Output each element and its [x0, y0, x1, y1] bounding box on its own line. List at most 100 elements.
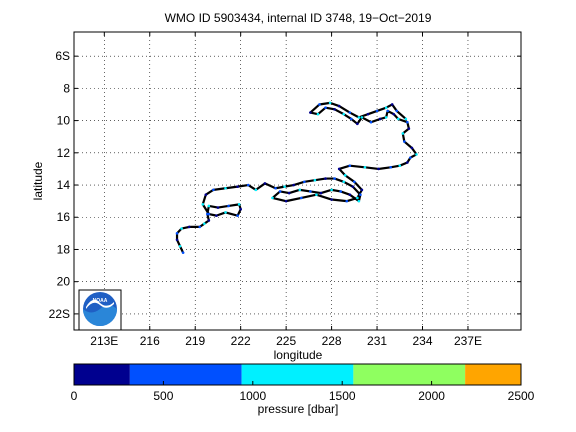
track-point — [204, 193, 208, 196]
track-point — [198, 225, 202, 229]
track-point — [237, 203, 241, 206]
x-tick-label: 237E — [454, 334, 482, 348]
plot-area: 213E 216 219 222 225 228 231 234 237E 6S 8 10 12 14 1… — [49, 31, 522, 348]
track-point — [180, 227, 183, 230]
track-point — [263, 182, 267, 185]
track-point — [360, 116, 364, 119]
track-point — [404, 117, 408, 121]
colorbar-bin — [129, 364, 242, 385]
track-point — [324, 177, 327, 180]
x-axis-label: longitude — [274, 348, 323, 362]
track-point — [319, 191, 323, 195]
track-point — [318, 103, 321, 106]
track-point — [384, 106, 388, 110]
track-point — [384, 116, 388, 119]
track-point — [175, 232, 179, 235]
track-point — [415, 153, 418, 156]
track-point — [254, 188, 258, 192]
plot-frame — [73, 31, 522, 331]
y-tick-label: 18 — [57, 242, 71, 256]
colorbar-bin — [465, 364, 521, 385]
track-point — [360, 188, 364, 192]
colorbar-tick-label: 2500 — [508, 389, 535, 403]
track-point — [216, 206, 220, 209]
track-point — [366, 112, 370, 116]
x-tick-label: 228 — [322, 334, 342, 348]
track-point — [236, 214, 239, 217]
y-tick-label: 22S — [49, 307, 70, 321]
track-point — [278, 190, 282, 193]
track-point — [357, 116, 361, 119]
track-point — [292, 183, 296, 187]
track-point — [271, 196, 274, 200]
track-point — [410, 146, 414, 150]
track-point — [299, 196, 303, 200]
y-axis-label: latitude — [31, 161, 45, 200]
track-point — [409, 156, 412, 159]
track-point — [287, 191, 291, 195]
colorbar-bin — [241, 364, 354, 385]
track-point — [339, 190, 342, 193]
track-point — [324, 106, 327, 110]
y-tick-label: 8 — [63, 81, 70, 95]
track-point — [396, 117, 400, 121]
colorbar-tick-label: 0 — [71, 389, 78, 403]
x-ticks: 213E 216 219 222 225 228 231 234 237E — [90, 32, 482, 348]
track-point — [351, 185, 355, 188]
logo-text: NOAA — [93, 298, 108, 304]
track-point — [337, 104, 341, 108]
x-tick-label: 216 — [140, 334, 160, 348]
chart-title: WMO ID 5903434, internal ID 3748, 19−Oct… — [165, 11, 432, 25]
y-tick-label: 16 — [57, 210, 71, 224]
track-point — [283, 185, 286, 188]
track-point — [315, 193, 318, 196]
track-point — [246, 183, 250, 187]
x-tick-label: 222 — [231, 334, 251, 348]
track-point — [392, 112, 396, 116]
track-point — [330, 188, 333, 192]
x-tick-label: 231 — [367, 334, 387, 348]
track-point — [207, 219, 211, 222]
track-point — [342, 180, 346, 184]
track-point — [309, 190, 312, 193]
track-point — [303, 180, 306, 184]
track-point — [348, 193, 352, 196]
x-tick-label: 225 — [276, 334, 296, 348]
colorbar-ticks: 0 500 1000 1500 2000 2500 — [71, 381, 535, 403]
colorbar-tick-label: 1000 — [239, 389, 266, 403]
track-point — [356, 196, 359, 200]
track-point — [309, 111, 312, 114]
track-point — [386, 109, 389, 113]
track-point — [348, 164, 352, 167]
track-point — [203, 222, 206, 225]
y-tick-label: 20 — [57, 275, 71, 289]
track-point — [284, 199, 288, 203]
track-point — [227, 204, 230, 208]
track-point — [356, 122, 359, 126]
track-point — [333, 177, 336, 180]
y-tick-label: 14 — [57, 178, 71, 192]
y-tick-label: 6S — [55, 49, 70, 63]
track-point — [343, 174, 347, 177]
track-point — [239, 207, 242, 211]
y-ticks: 6S 8 10 12 14 16 18 20 22S — [49, 49, 521, 321]
track-point — [298, 188, 302, 192]
colorbar: 0 500 1000 1500 2000 2500 pressure [dbar] — [71, 363, 535, 416]
track-point — [369, 120, 373, 124]
track-point — [337, 167, 341, 171]
y-tick-label: 12 — [57, 146, 71, 160]
colorbar-tick-label: 2000 — [418, 389, 445, 403]
track-point — [378, 117, 382, 121]
track-point — [403, 140, 406, 143]
track-point — [328, 101, 332, 105]
track-point — [406, 161, 409, 164]
track-point — [333, 108, 336, 111]
track-point — [342, 112, 346, 116]
colorbar-bin — [353, 364, 466, 385]
track-point — [395, 109, 399, 113]
track-point — [407, 127, 411, 130]
track-point — [330, 198, 333, 201]
track-point — [313, 178, 317, 182]
track-point — [348, 111, 352, 114]
